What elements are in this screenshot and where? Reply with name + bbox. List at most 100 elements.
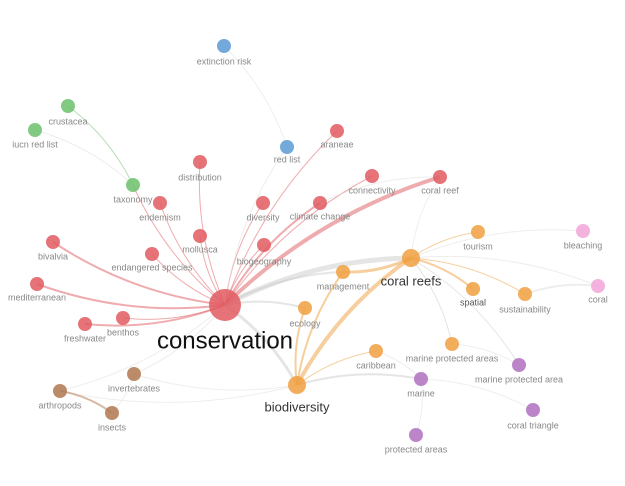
node[interactable] [256, 196, 270, 210]
node[interactable] [53, 384, 67, 398]
node[interactable] [30, 277, 44, 291]
edge [59, 304, 226, 392]
node[interactable] [209, 289, 241, 321]
node[interactable] [518, 287, 532, 301]
node[interactable] [414, 372, 428, 386]
node[interactable] [591, 279, 605, 293]
node[interactable] [471, 225, 485, 239]
node-label: marine [407, 388, 435, 398]
edge [36, 283, 226, 310]
edge [295, 256, 413, 386]
node[interactable] [61, 99, 75, 113]
node[interactable] [445, 337, 459, 351]
node-label: coral reefs [381, 273, 442, 288]
node-label: coral [588, 294, 608, 304]
node-label: connectivity [348, 185, 396, 195]
edge [67, 105, 134, 186]
node[interactable] [336, 265, 350, 279]
edge [223, 175, 441, 307]
edge [410, 257, 520, 366]
node[interactable] [126, 178, 140, 192]
node[interactable] [512, 358, 526, 372]
node-label: bivalvia [38, 251, 68, 261]
node-label: biodiversity [264, 399, 330, 414]
nodes: conservation distribution endemism diversit… [8, 39, 608, 454]
node[interactable] [433, 170, 447, 184]
node-label: climate change [290, 211, 351, 221]
node[interactable] [369, 344, 383, 358]
node-label: red list [274, 154, 301, 164]
node-label: marine protected area [475, 374, 563, 384]
node[interactable] [116, 311, 130, 325]
edge [410, 255, 599, 287]
edge [132, 184, 226, 306]
node[interactable] [127, 367, 141, 381]
edge [34, 129, 134, 186]
edge [410, 229, 584, 259]
node-label: marine protected areas [406, 353, 499, 363]
edge [410, 257, 453, 345]
node-label: araneae [320, 139, 353, 149]
node[interactable] [466, 282, 480, 296]
node-label: coral triangle [507, 420, 559, 430]
edge [420, 378, 534, 411]
edge [52, 241, 226, 306]
node[interactable] [313, 196, 327, 210]
node[interactable] [280, 140, 294, 154]
edge [224, 175, 373, 306]
node-label: invertebrates [108, 383, 161, 393]
node-label: iucn red list [12, 139, 58, 149]
edge [133, 373, 298, 391]
node-label: freshwater [64, 333, 106, 343]
edge [223, 45, 288, 148]
node-label: coral reef [421, 185, 459, 195]
node[interactable] [576, 224, 590, 238]
node[interactable] [78, 317, 92, 331]
node-label: mollusca [182, 244, 218, 254]
node-label: distribution [178, 172, 222, 182]
edge [524, 283, 599, 295]
node[interactable] [298, 301, 312, 315]
node-label: insects [98, 422, 127, 432]
node[interactable] [193, 229, 207, 243]
node-label: mediterranean [8, 292, 66, 302]
node[interactable] [105, 406, 119, 420]
edge [319, 176, 441, 204]
edge [296, 373, 422, 386]
node-label: crustacea [48, 116, 87, 126]
node-label: bleaching [564, 240, 603, 250]
node-label: endangered species [111, 262, 193, 272]
node-label: ecology [289, 318, 321, 328]
node[interactable] [330, 124, 344, 138]
node[interactable] [217, 39, 231, 53]
edge [296, 271, 344, 386]
node[interactable] [257, 238, 271, 252]
edge [84, 304, 226, 327]
node[interactable] [28, 123, 42, 137]
node[interactable] [288, 376, 306, 394]
node[interactable] [526, 403, 540, 417]
node[interactable] [153, 196, 167, 210]
node-label: spatial [460, 297, 486, 307]
node-label: sustainability [499, 304, 551, 314]
edge [224, 146, 288, 306]
node-label: diversity [246, 212, 280, 222]
edge [410, 257, 526, 295]
node-label: endemism [139, 212, 181, 222]
node[interactable] [46, 235, 60, 249]
node-label: protected areas [385, 444, 448, 454]
node[interactable] [145, 247, 159, 261]
node-label: arthropods [38, 400, 82, 410]
node-label: extinction risk [197, 56, 252, 66]
node[interactable] [365, 169, 379, 183]
node-label: conservation [157, 327, 293, 354]
node[interactable] [402, 249, 420, 267]
edge [224, 130, 338, 306]
node-label: tourism [463, 241, 493, 251]
node-label: taxonomy [113, 194, 153, 204]
edge [59, 384, 298, 403]
node-label: benthos [107, 327, 140, 337]
node[interactable] [193, 155, 207, 169]
node[interactable] [409, 428, 423, 442]
